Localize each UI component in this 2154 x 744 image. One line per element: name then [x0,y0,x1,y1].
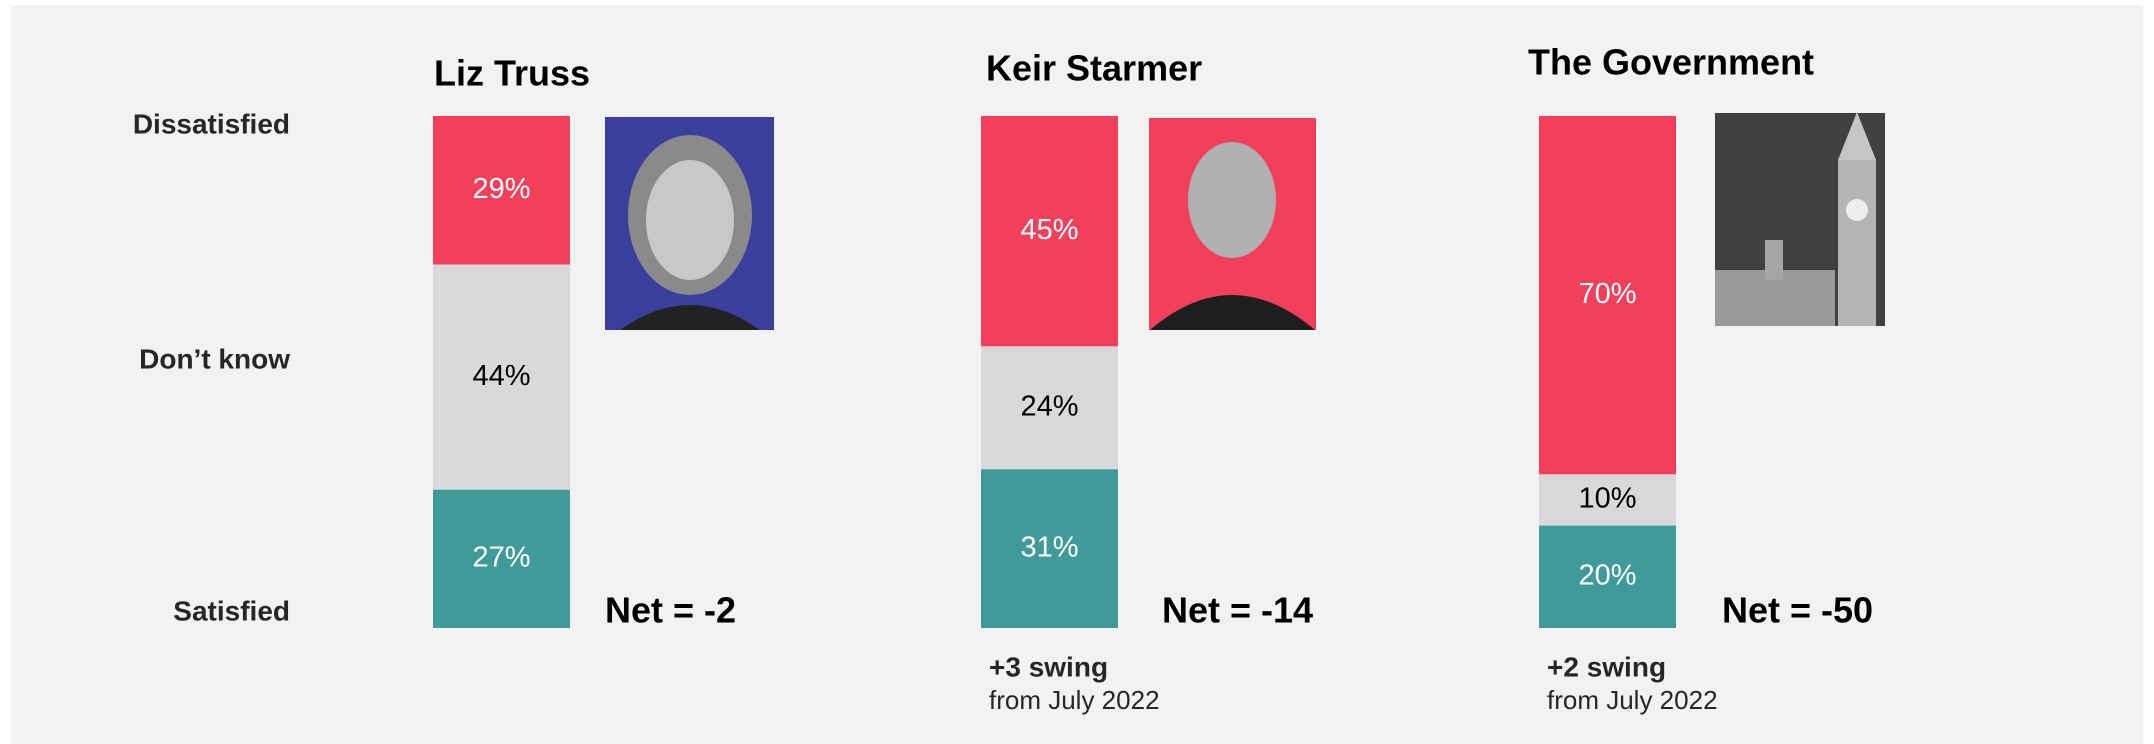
page: Dissatisfied Don’t know Satisfied Liz Truss… [0,0,2154,744]
swing-note: from July 2022 [1547,685,1718,715]
chart-title: The Government [1528,42,1814,83]
swing: +3 swing [989,651,1108,682]
value-label: 31% [1020,531,1078,563]
row-label: Dissatisfied [133,108,290,139]
chart-title: Keir Starmer [986,48,1202,89]
value-label: 70% [1578,278,1636,310]
net-annotation: Net = -14 [1162,590,1313,631]
swing-note: from July 2022 [989,685,1160,715]
photo-government [1715,112,1885,326]
value-label: 27% [472,542,530,574]
net-annotation: Net = -2 [605,590,736,631]
photo-starmer [1149,118,1316,330]
photo-truss [605,117,774,330]
row-label: Don’t know [139,343,290,374]
value-label: 20% [1578,559,1636,591]
value-label: 45% [1020,214,1078,246]
swing: +2 swing [1547,651,1666,682]
value-label: 29% [472,173,530,205]
net-annotation: Net = -50 [1722,590,1873,631]
row-label: Satisfied [173,595,290,626]
value-label: 44% [472,360,530,392]
value-label: 10% [1578,483,1636,515]
value-label: 24% [1020,390,1078,422]
chart: Dissatisfied Don’t know Satisfied Liz Truss… [0,0,2154,744]
chart-title: Liz Truss [434,53,590,94]
